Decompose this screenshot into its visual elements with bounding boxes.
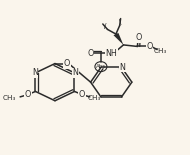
Text: CH₃: CH₃ (153, 48, 167, 54)
Text: O: O (146, 42, 153, 51)
Text: /: / (104, 23, 107, 29)
Text: O: O (25, 90, 31, 99)
Text: N: N (32, 68, 38, 77)
Text: NH: NH (105, 49, 117, 58)
Text: O: O (79, 90, 85, 99)
Text: O: O (64, 59, 70, 68)
Text: Abs: Abs (96, 64, 106, 69)
Polygon shape (113, 33, 124, 45)
Text: \: \ (119, 19, 122, 25)
Text: CH₃: CH₃ (3, 95, 16, 101)
Text: CH₃: CH₃ (87, 95, 101, 101)
Text: O: O (135, 33, 142, 42)
Text: N: N (72, 68, 78, 77)
Text: O: O (87, 49, 94, 58)
Text: N: N (119, 63, 125, 72)
